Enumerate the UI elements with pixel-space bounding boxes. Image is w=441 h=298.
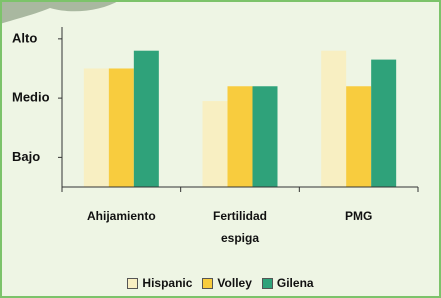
legend-swatch bbox=[262, 278, 273, 289]
legend-item: Volley bbox=[202, 276, 251, 290]
bar bbox=[346, 86, 371, 187]
bar bbox=[84, 68, 109, 187]
chart-svg: Bajo Medio Alto bbox=[0, 0, 441, 298]
bar bbox=[371, 60, 396, 187]
bar bbox=[321, 51, 346, 187]
legend-item: Gilena bbox=[262, 276, 314, 290]
legend-label: Gilena bbox=[277, 276, 314, 290]
legend: Hispanic Volley Gilena bbox=[0, 276, 441, 290]
chart: Bajo Medio Alto Hispanic Volley Gilena Ahija… bbox=[0, 0, 441, 298]
x-tick-label: PMG bbox=[314, 205, 404, 227]
y-tick-label: Alto bbox=[12, 30, 37, 45]
decoration bbox=[0, 0, 120, 24]
bar bbox=[203, 101, 228, 187]
x-tick-label: Ahijamiento bbox=[76, 205, 166, 227]
legend-item: Hispanic bbox=[127, 276, 192, 290]
legend-swatch bbox=[127, 278, 138, 289]
y-tick-label: Bajo bbox=[12, 149, 40, 164]
bar bbox=[228, 86, 253, 187]
bar bbox=[253, 86, 278, 187]
x-tick-label: Fertilidad espiga bbox=[195, 205, 285, 249]
y-tick-label: Medio bbox=[12, 90, 50, 105]
legend-swatch bbox=[202, 278, 213, 289]
bar bbox=[109, 68, 134, 187]
bar bbox=[134, 51, 159, 187]
legend-label: Volley bbox=[217, 276, 251, 290]
legend-label: Hispanic bbox=[142, 276, 192, 290]
